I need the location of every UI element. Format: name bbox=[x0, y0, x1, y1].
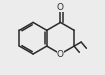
Text: O: O bbox=[57, 50, 64, 58]
Text: O: O bbox=[57, 3, 64, 12]
